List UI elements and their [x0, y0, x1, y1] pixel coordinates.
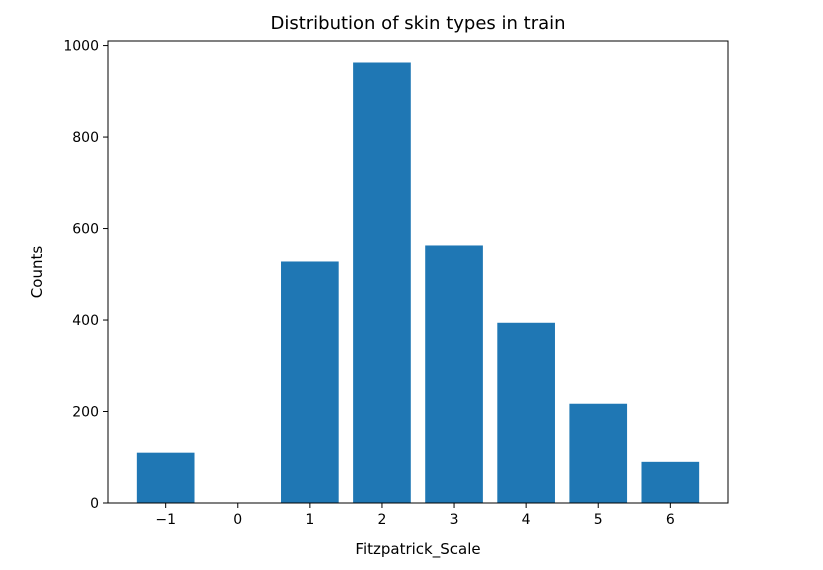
x-tick-label: 6: [666, 512, 675, 528]
y-tick-label: 600: [72, 222, 99, 238]
bar-3: [425, 245, 483, 503]
bar-2: [353, 62, 411, 503]
plot-frame: [107, 40, 729, 504]
bars-group: [136, 62, 700, 503]
x-tick-label: 0: [233, 512, 242, 528]
x-tick-label: 4: [522, 512, 531, 528]
x-axis: −1 0 1 2 3 4 5 6: [155, 503, 675, 528]
x-tick-label: −1: [155, 512, 176, 528]
bar-5: [569, 403, 628, 503]
x-axis-title: Fitzpatrick_Scale: [355, 540, 480, 559]
chart-title: Distribution of skin types in train: [270, 13, 565, 34]
x-tick-label: 5: [594, 512, 603, 528]
x-tick-label: 3: [450, 512, 459, 528]
bar-neg1: [136, 452, 195, 503]
y-tick-label: 200: [72, 405, 99, 421]
y-tick-label: 0: [90, 496, 99, 512]
y-axis-title: Counts: [28, 246, 46, 299]
y-tick-label: 800: [72, 130, 99, 146]
y-axis: 0 200 400 600 800 1000: [63, 39, 108, 512]
y-tick-label: 1000: [63, 39, 99, 55]
x-tick-label: 1: [305, 512, 314, 528]
x-tick-label: 2: [377, 512, 386, 528]
y-tick-label: 400: [72, 313, 99, 329]
bar-4: [497, 322, 555, 503]
bar-1: [281, 261, 339, 503]
bar-6: [641, 461, 700, 503]
